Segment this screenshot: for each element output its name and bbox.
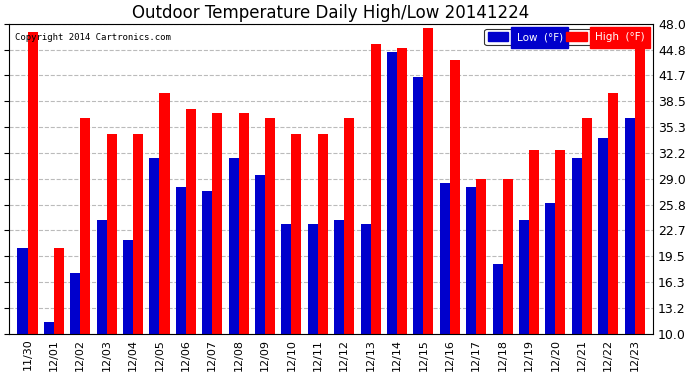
- Bar: [28, 32, 37, 334]
- Bar: [150, 158, 159, 334]
- Bar: [44, 322, 54, 334]
- Bar: [624, 118, 635, 334]
- Bar: [598, 138, 608, 334]
- Bar: [291, 134, 302, 334]
- Bar: [476, 179, 486, 334]
- Bar: [344, 118, 354, 334]
- Bar: [555, 150, 566, 334]
- Bar: [107, 134, 117, 334]
- Bar: [424, 28, 433, 334]
- Title: Outdoor Temperature Daily High/Low 20141224: Outdoor Temperature Daily High/Low 20141…: [132, 4, 530, 22]
- Bar: [176, 187, 186, 334]
- Bar: [361, 224, 371, 334]
- Bar: [450, 60, 460, 334]
- Bar: [397, 48, 407, 334]
- Bar: [493, 264, 502, 334]
- Bar: [440, 183, 450, 334]
- Bar: [334, 220, 344, 334]
- Bar: [97, 220, 107, 334]
- Bar: [228, 158, 239, 334]
- Legend: Low  (°F), High  (°F): Low (°F), High (°F): [484, 29, 648, 45]
- Bar: [70, 273, 80, 334]
- Bar: [545, 203, 555, 334]
- Bar: [17, 248, 28, 334]
- Text: Copyright 2014 Cartronics.com: Copyright 2014 Cartronics.com: [15, 33, 171, 42]
- Bar: [635, 48, 644, 334]
- Bar: [371, 44, 381, 334]
- Bar: [413, 77, 424, 334]
- Bar: [519, 220, 529, 334]
- Bar: [265, 118, 275, 334]
- Bar: [54, 248, 64, 334]
- Bar: [466, 187, 476, 334]
- Bar: [282, 224, 291, 334]
- Bar: [239, 114, 248, 334]
- Bar: [529, 150, 539, 334]
- Bar: [202, 191, 213, 334]
- Bar: [572, 158, 582, 334]
- Bar: [133, 134, 143, 334]
- Bar: [582, 118, 592, 334]
- Bar: [159, 93, 170, 334]
- Bar: [318, 134, 328, 334]
- Bar: [255, 175, 265, 334]
- Bar: [123, 240, 133, 334]
- Bar: [186, 110, 196, 334]
- Bar: [308, 224, 318, 334]
- Bar: [387, 52, 397, 334]
- Bar: [80, 118, 90, 334]
- Bar: [502, 179, 513, 334]
- Bar: [213, 114, 222, 334]
- Bar: [608, 93, 618, 334]
